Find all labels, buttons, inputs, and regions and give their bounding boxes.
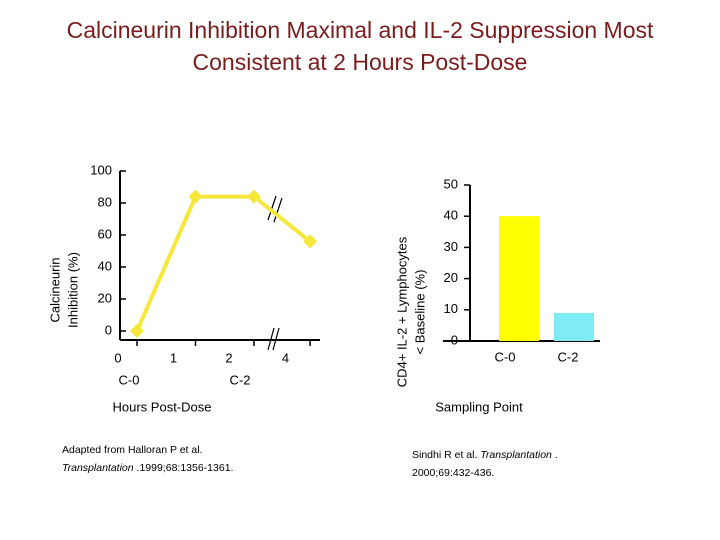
y-tick-label: 0 [105,322,112,337]
x-tick-label: 4 [282,350,289,365]
y-tick-label: 40 [444,208,458,223]
source-part: Adapted from Halloran P et al. [62,444,202,456]
source-part: 2000;69:432-436. [412,467,494,479]
y-tick-label: 30 [444,239,458,254]
x-tick-label: 2 [225,350,232,365]
source-part: Sindhi R et al. [412,449,477,461]
y-tick-label: 60 [98,226,112,241]
y-tick-label: 20 [98,290,112,305]
source-part: Transplantation [62,462,134,474]
data-point [247,189,261,204]
bar [499,216,539,341]
source-part: Transplantation [480,449,552,461]
y-axis-label: Inhibition (%) [65,252,80,328]
y-tick-label: 20 [444,270,458,285]
data-point [188,189,203,204]
bar [554,312,594,341]
y-axis-label: < Baseline (%) [412,270,427,355]
y-tick-label: 100 [90,162,112,177]
slide-title: Consistent at 2 Hours Post-Dose [193,49,528,75]
data-point [130,324,144,338]
source-note: 2000;69:432-436. [412,467,494,479]
y-tick-label: 10 [444,301,458,316]
data-point [303,234,318,249]
slide-title: Calcineurin Inhibition Maximal and IL-2 … [67,17,654,43]
x-sub-label: C-2 [230,372,251,387]
x-axis-label: Hours Post-Dose [113,399,212,414]
x-tick-label: 1 [170,350,177,365]
source-part: . [555,449,558,461]
y-tick-label: 80 [98,194,112,209]
x-tick-label: C-0 [495,349,516,364]
x-sub-label: C-0 [119,372,140,387]
x-axis-label: Sampling Point [435,399,523,414]
y-axis-label: CD4+ IL-2 + Lymphocytes [394,236,409,387]
x-tick-label: 0 [114,350,121,365]
axis-break [267,195,283,351]
source-note: Transplantation .1999;68:1356-1361. [62,462,233,474]
y-tick-label: 0 [451,332,458,347]
x-tick-label: C-2 [558,349,579,364]
source-part: .1999;68:1356-1361. [137,462,234,474]
source-note: Adapted from Halloran P et al. [62,444,202,456]
source-note: Sindhi R et al. Transplantation . [412,449,558,461]
y-tick-label: 50 [444,176,458,191]
y-axis-label: Calcineurin [47,257,62,322]
data-line [135,194,312,332]
y-tick-label: 40 [98,258,112,273]
